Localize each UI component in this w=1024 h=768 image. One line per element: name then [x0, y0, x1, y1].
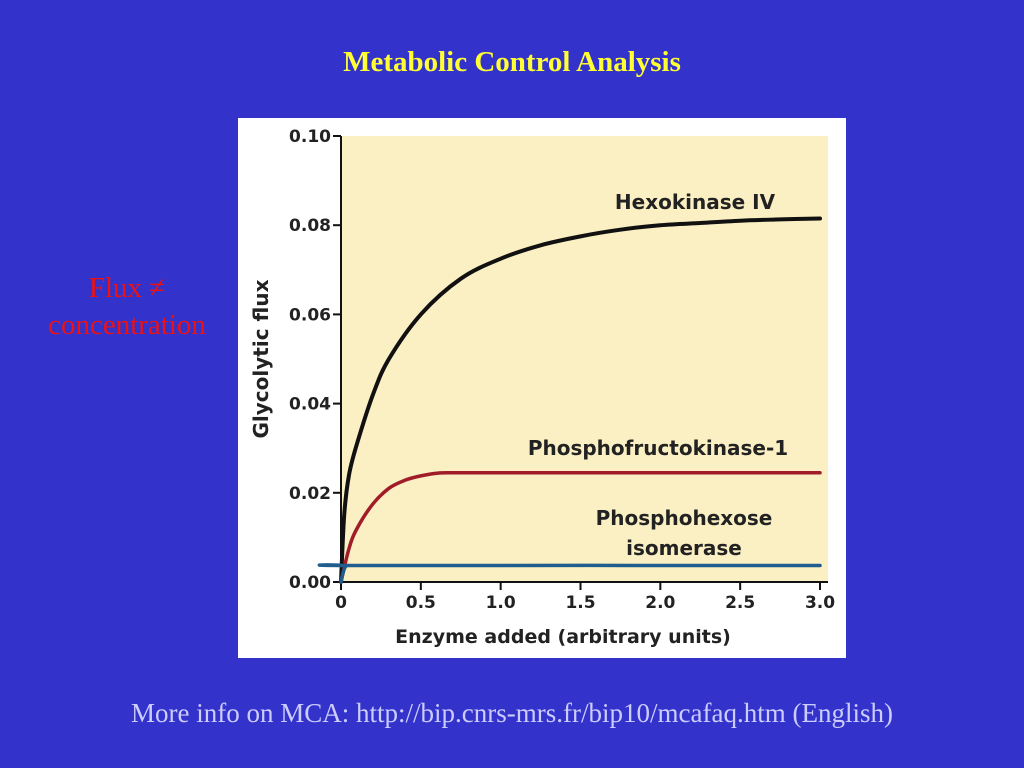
series-label-hexokinase: Hexokinase IV [615, 190, 776, 214]
x-tick-label: 1.5 [565, 593, 595, 613]
x-tick-label: 2.5 [725, 593, 755, 613]
chart-figure: 0.00 0.02 0.04 0.06 0.08 0.10 0 0.5 1.0 1.5 2.0 2.5… [238, 118, 846, 658]
y-tick-label: 0.00 [289, 573, 331, 593]
y-tick-label: 0.04 [289, 395, 331, 415]
side-note-line-1: Flux ≠ [88, 272, 166, 304]
y-tick-label: 0.06 [289, 305, 331, 325]
series-label-phi-line-2: isomerase [626, 536, 742, 560]
x-axis-label: Enzyme added (arbitrary units) [395, 626, 731, 648]
x-tick-label: 1.0 [486, 593, 516, 613]
series-label-pfk1: Phosphofructokinase-1 [528, 436, 788, 460]
slide-title: Metabolic Control Analysis [343, 46, 681, 78]
series-line-1 [339, 216, 822, 584]
glycolytic-flux-chart: 0.00 0.02 0.04 0.06 0.08 0.10 0 0.5 1.0 1.5 2.0 2.5… [249, 127, 835, 648]
y-axis-label: Glycolytic flux [249, 279, 273, 438]
x-tick-label: 0.5 [406, 593, 436, 613]
series-line-2 [339, 470, 822, 584]
y-tick-label: 0.10 [289, 127, 331, 147]
footer-note: More info on MCA: http://bip.cnrs-mrs.fr… [131, 698, 893, 728]
x-tick-label: 0 [335, 593, 347, 613]
series-label-phi-line-1: Phosphohexose [596, 506, 773, 530]
y-tick-label: 0.08 [289, 216, 331, 236]
x-tick-label: 2.0 [645, 593, 675, 613]
side-note: Flux ≠ concentration [22, 270, 232, 344]
plot-area [341, 136, 828, 582]
series-line-3 [317, 563, 822, 584]
side-note-line-2: concentration [48, 309, 206, 341]
y-tick-label: 0.02 [289, 484, 331, 504]
x-tick-label: 3.0 [805, 593, 835, 613]
